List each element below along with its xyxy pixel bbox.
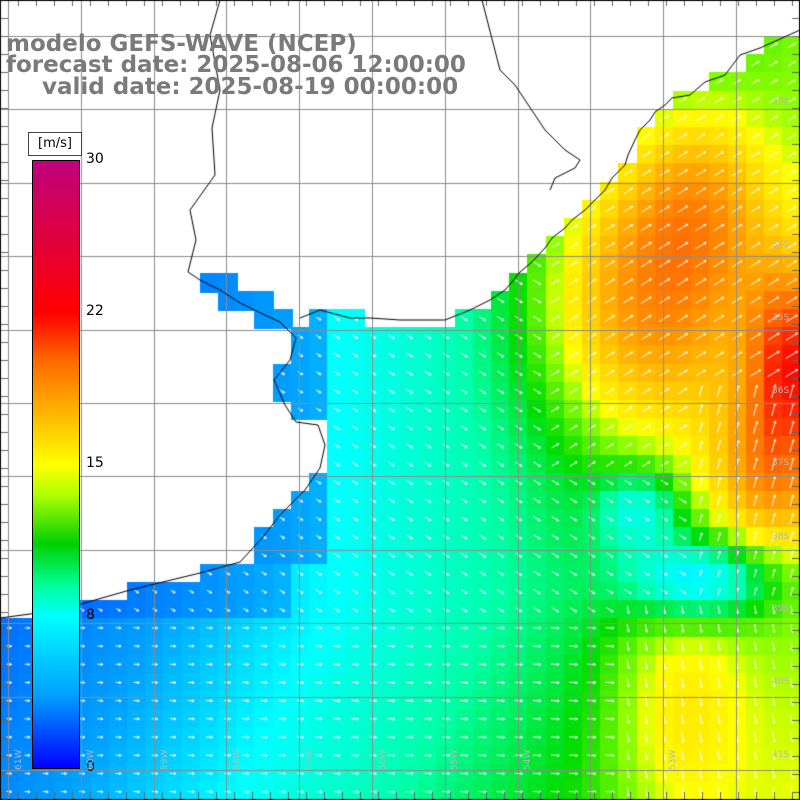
lon-label: 55W xyxy=(450,749,460,770)
colorbar-unit-label: [m/s] xyxy=(28,132,82,156)
colorbar-tick-8: 8 xyxy=(86,607,95,623)
lon-label: 59W xyxy=(160,749,170,770)
model-title: modelo GEFS-WAVE (NCEP) xyxy=(6,31,357,57)
lat-label: 38S xyxy=(772,532,790,542)
lat-label: 33S xyxy=(772,96,790,106)
lat-label: 37S xyxy=(772,458,790,468)
colorbar-tick-30: 30 xyxy=(86,151,104,167)
lon-label: 57W xyxy=(305,749,315,770)
forecast-date-title: forecast date: 2025-08-06 12:00:00 xyxy=(6,52,466,78)
lat-label: 40S xyxy=(772,677,790,687)
lat-label: 35S xyxy=(772,313,790,323)
lon-label: 56W xyxy=(378,749,388,770)
lon-label: 60W xyxy=(86,749,96,770)
lat-label: 39S xyxy=(772,604,790,614)
colorbar-tick-0: 0 xyxy=(86,759,95,775)
lat-label: 41S xyxy=(772,750,790,760)
lon-label: 58W xyxy=(232,749,242,770)
lat-label: 34S xyxy=(772,240,790,250)
lat-label: 36S xyxy=(772,386,790,396)
colorbar-tick-15: 15 xyxy=(86,455,104,471)
lon-label: 61W xyxy=(14,749,24,770)
colorbar xyxy=(32,160,80,769)
lon-label: 53W xyxy=(668,749,678,770)
valid-date-title: valid date: 2025-08-19 00:00:00 xyxy=(42,74,459,100)
lon-label: 54W xyxy=(523,749,533,770)
colorbar-tick-22: 22 xyxy=(86,303,104,319)
